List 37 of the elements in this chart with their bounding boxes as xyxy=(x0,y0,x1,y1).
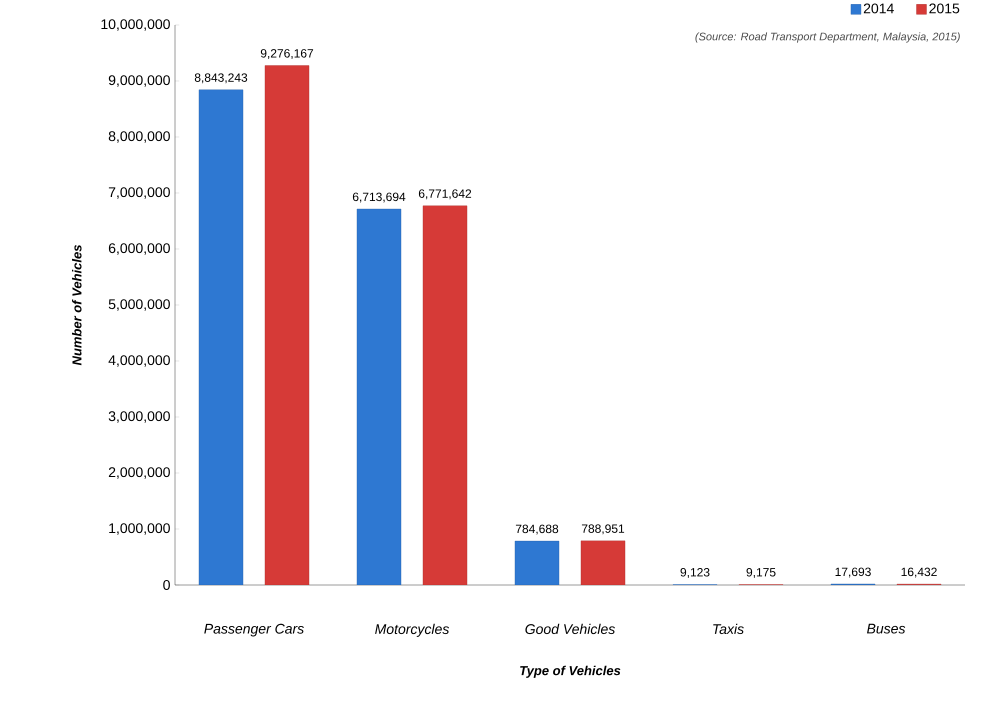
y-tick-label: 4,000,000 xyxy=(108,355,170,367)
bar xyxy=(356,208,402,585)
data-label: 16,432 xyxy=(902,568,937,578)
y-tick-label: 3,000,000 xyxy=(108,411,170,423)
data-label: 784,688 xyxy=(516,524,558,535)
x-axis-title: Type of Vehicles xyxy=(520,666,620,678)
data-label: 788,951 xyxy=(582,524,624,534)
data-label: 6,771,642 xyxy=(418,189,472,200)
data-label: 8,843,243 xyxy=(194,73,248,84)
y-tick-label: 6,000,000 xyxy=(108,243,170,255)
y-tick-label: 7,000,000 xyxy=(108,187,170,199)
x-tick-label: Passenger Cars xyxy=(204,624,304,636)
x-tick-label: Motorcycles xyxy=(375,624,450,637)
data-label: 9,175 xyxy=(746,568,776,578)
y-tick-label: 2,000,000 xyxy=(108,467,170,479)
y-tick-label: 1,000,000 xyxy=(109,523,170,535)
bar xyxy=(514,540,560,585)
y-axis-title: Number of Vehicles xyxy=(72,245,82,366)
bar xyxy=(422,206,468,585)
y-tick-label: 5,000,000 xyxy=(108,299,170,311)
x-tick-label: Good Vehicles xyxy=(525,624,615,634)
data-label: 9,123 xyxy=(680,568,710,578)
y-tick-label: 9,000,000 xyxy=(108,75,170,87)
data-label: 6,713,694 xyxy=(352,192,406,202)
data-label: 17,693 xyxy=(836,568,871,578)
y-tick-label: 8,000,000 xyxy=(108,131,170,143)
data-label: 9,276,167 xyxy=(260,49,314,59)
bar xyxy=(264,65,310,585)
bar xyxy=(580,540,626,585)
annotation: (Source: Road Transport Department, Malaysia, 2015) xyxy=(695,32,960,43)
bar xyxy=(198,90,244,585)
x-tick-label: Taxis xyxy=(713,624,744,634)
y-tick-label: 0 xyxy=(163,580,170,590)
x-tick-label: Buses xyxy=(866,624,906,634)
legend-label: 2015 xyxy=(929,3,960,14)
legend-label: 2014 xyxy=(864,3,894,14)
y-tick-label: 10,000,000 xyxy=(101,19,170,31)
